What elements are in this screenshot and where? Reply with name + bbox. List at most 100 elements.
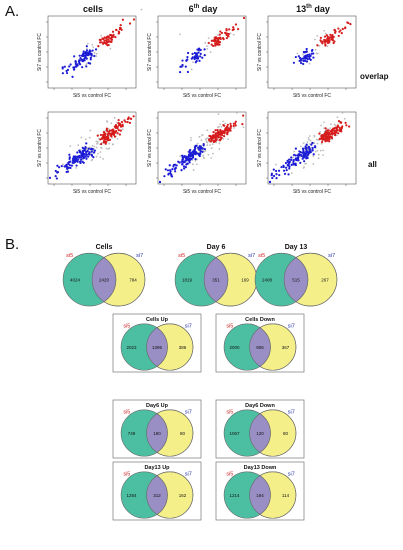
point-blue	[74, 155, 77, 158]
point-grey	[210, 147, 213, 150]
point-grey	[105, 147, 108, 150]
point-red	[326, 37, 329, 40]
overlap-count: 312	[153, 493, 161, 498]
y-axis-label: Si7 vs control FC	[257, 129, 263, 167]
overlap-count: 1395	[152, 345, 163, 350]
point-red	[229, 129, 232, 132]
si7-only-count: 169	[241, 278, 249, 283]
point-grey	[192, 61, 194, 64]
point-blue	[183, 160, 186, 163]
point-red	[324, 43, 327, 46]
point-grey	[194, 160, 197, 162]
si5-only-count: 1819	[182, 278, 193, 283]
point-blue	[81, 59, 84, 62]
point-red	[112, 132, 116, 135]
point-blue	[84, 155, 87, 158]
point-red	[334, 134, 337, 137]
si7-only-count: 80	[283, 431, 289, 436]
point-blue	[76, 151, 79, 154]
point-grey	[108, 142, 111, 145]
point-blue	[78, 149, 81, 152]
point-red	[121, 123, 124, 126]
si7-only-count: 114	[282, 493, 290, 498]
point-blue	[91, 49, 94, 52]
point-blue	[299, 57, 302, 60]
point-grey	[315, 52, 318, 55]
point-blue	[85, 153, 88, 156]
point-red	[328, 140, 331, 143]
point-blue	[275, 173, 278, 176]
top2-venn: Day 13 si5 si7 2408 515 267	[254, 244, 338, 307]
point-blue	[198, 145, 201, 148]
point-grey	[179, 33, 181, 36]
si5-label: si5	[226, 409, 233, 415]
point-blue	[183, 167, 186, 170]
point-blue	[186, 51, 190, 55]
point-blue	[198, 148, 201, 151]
point-blue	[89, 56, 92, 59]
point-blue	[75, 65, 78, 68]
point-blue	[78, 54, 81, 57]
point-red	[329, 130, 332, 133]
point-red	[126, 120, 129, 124]
point-red	[106, 133, 109, 136]
point-grey	[93, 145, 96, 148]
point-red	[99, 38, 102, 42]
point-grey	[302, 142, 305, 145]
point-blue	[70, 164, 73, 167]
point-grey	[316, 149, 319, 152]
point-red	[120, 28, 123, 31]
point-grey	[318, 45, 320, 47]
point-blue	[85, 65, 88, 68]
point-red	[107, 36, 110, 39]
si5-only-count: 4024	[70, 278, 81, 283]
point-grey	[110, 122, 113, 125]
point-blue	[290, 156, 293, 159]
point-red	[220, 133, 224, 137]
point-blue	[93, 149, 96, 152]
point-blue	[280, 165, 283, 169]
point-blue	[288, 167, 291, 170]
overlap-count: 515	[292, 278, 300, 283]
point-grey	[202, 157, 205, 160]
si7-only-count: 367	[282, 345, 290, 350]
point-red	[219, 132, 222, 135]
si5-only-count: 1067	[229, 431, 240, 436]
point-red	[338, 129, 341, 132]
point-grey	[84, 138, 87, 141]
point-grey	[329, 127, 332, 130]
point-grey	[201, 134, 204, 136]
point-blue	[65, 69, 68, 73]
point-blue	[284, 161, 288, 165]
point-red	[116, 132, 119, 135]
point-red	[337, 120, 341, 123]
point-grey	[209, 144, 211, 146]
point-blue	[203, 54, 206, 57]
point-blue	[83, 148, 86, 151]
si7-label: si7	[248, 253, 255, 259]
point-blue	[182, 165, 186, 168]
si5-only-count: 1214	[229, 493, 240, 498]
point-red	[330, 36, 333, 39]
point-blue	[306, 153, 310, 157]
point-blue	[181, 154, 184, 157]
point-red	[218, 33, 221, 36]
si7-label: si7	[185, 471, 192, 477]
point-red	[105, 39, 108, 42]
point-red	[123, 119, 126, 122]
point-blue	[184, 65, 187, 68]
point-blue	[287, 161, 291, 164]
col-title-cells: cells	[82, 4, 104, 14]
point-blue	[283, 172, 287, 175]
point-blue	[74, 60, 77, 63]
point-red	[225, 36, 228, 40]
point-blue	[299, 161, 302, 164]
venn-title: Day 13	[285, 244, 308, 251]
point-blue	[313, 146, 317, 149]
point-grey	[211, 143, 214, 146]
point-grey	[299, 145, 302, 148]
point-red	[319, 36, 322, 39]
point-red	[231, 28, 234, 32]
point-red	[318, 132, 321, 135]
point-blue	[312, 153, 315, 156]
